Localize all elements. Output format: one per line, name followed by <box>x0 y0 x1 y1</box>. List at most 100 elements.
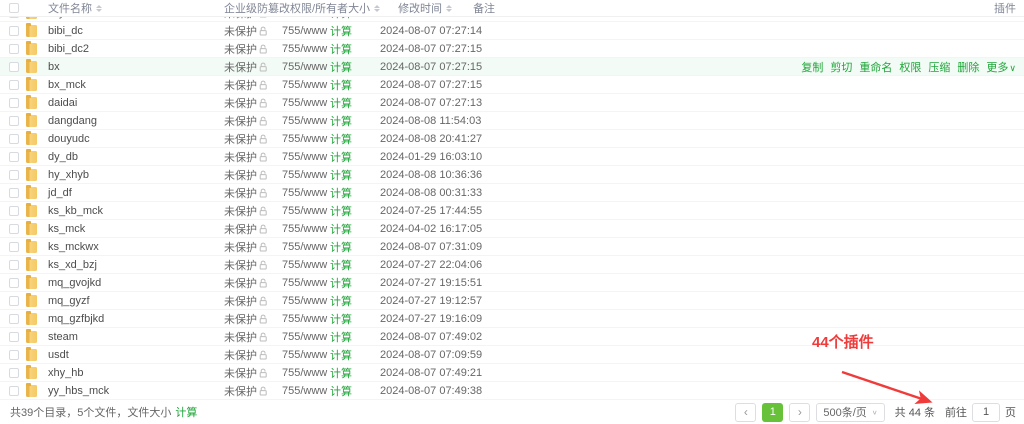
table-row[interactable]: ks_mck 未保护 755/www 计算 2024-04-02 16:17:0… <box>0 220 1024 238</box>
file-name[interactable]: steam <box>48 330 78 343</box>
file-name[interactable]: dy_db <box>48 150 78 163</box>
row-checkbox[interactable] <box>9 97 19 108</box>
file-name[interactable]: daidai <box>48 96 78 109</box>
calc-size-link[interactable]: 计算 <box>330 43 352 56</box>
file-name[interactable]: dangdang <box>48 114 97 127</box>
file-name[interactable]: bx <box>48 60 60 73</box>
calc-size-link[interactable]: 计算 <box>330 385 352 398</box>
action-permission[interactable]: 权限 <box>899 61 922 74</box>
calc-size-link[interactable]: 计算 <box>330 313 352 326</box>
action-compress[interactable]: 压缩 <box>928 61 951 74</box>
row-checkbox[interactable] <box>9 367 19 378</box>
file-name[interactable]: usdt <box>48 348 69 361</box>
prev-page-button[interactable]: ‹ <box>735 402 757 422</box>
table-row[interactable]: jd_df 未保护 755/www 计算 2024-08-08 00:31:33… <box>0 184 1024 202</box>
tamper-status[interactable]: 未保护 <box>224 203 282 219</box>
row-checkbox[interactable] <box>9 61 19 72</box>
col-header-size[interactable]: 大小 <box>348 0 398 16</box>
action-cut[interactable]: 剪切 <box>830 61 853 74</box>
sort-icon[interactable] <box>96 4 102 12</box>
calc-size-link[interactable]: 计算 <box>330 115 352 128</box>
calc-size-link[interactable]: 计算 <box>330 205 352 218</box>
calc-size-link[interactable]: 计算 <box>330 133 352 146</box>
file-name[interactable]: jd_df <box>48 186 72 199</box>
file-name[interactable]: ks_xd_bzj <box>48 258 97 271</box>
table-row[interactable]: daidai 未保护 755/www 计算 2024-08-07 07:27:1… <box>0 94 1024 112</box>
calc-size-link[interactable]: 计算 <box>330 349 352 362</box>
tamper-status[interactable]: 未保护 <box>224 347 282 363</box>
row-checkbox[interactable] <box>9 43 19 54</box>
table-row[interactable]: ks_xd_bzj 未保护 755/www 计算 2024-07-27 22:0… <box>0 256 1024 274</box>
table-row[interactable]: bibi_dc 未保护 755/www 计算 2024-08-07 07:27:… <box>0 22 1024 40</box>
table-row[interactable]: bx_mck 未保护 755/www 计算 2024-08-07 07:27:1… <box>0 76 1024 94</box>
table-row[interactable]: yy_hbs_mck 未保护 755/www 计算 2024-08-07 07:… <box>0 382 1024 400</box>
row-checkbox[interactable] <box>9 151 19 162</box>
tamper-status[interactable]: 未保护 <box>224 131 282 147</box>
calc-size-link[interactable]: 计算 <box>330 277 352 290</box>
calc-size-link[interactable]: 计算 <box>330 331 352 344</box>
goto-page-input[interactable] <box>972 402 1000 422</box>
file-name[interactable]: ks_mck <box>48 222 86 235</box>
sort-icon[interactable] <box>446 4 453 12</box>
row-checkbox[interactable] <box>9 313 19 324</box>
calc-size-link[interactable]: 计算 <box>330 187 352 200</box>
tamper-status[interactable]: 未保护 <box>224 95 282 111</box>
row-checkbox[interactable] <box>9 385 19 396</box>
table-row[interactable]: dy_db 未保护 755/www 计算 2024-01-29 16:03:10… <box>0 148 1024 166</box>
tamper-status[interactable]: 未保护 <box>224 23 282 39</box>
calc-size-link[interactable]: 计算 <box>330 97 352 110</box>
action-rename[interactable]: 重命名 <box>859 61 893 74</box>
table-row[interactable]: mq_gzfbjkd 未保护 755/www 计算 2024-07-27 19:… <box>0 310 1024 328</box>
row-checkbox[interactable] <box>9 205 19 216</box>
file-name[interactable]: ks_mckwx <box>48 240 99 253</box>
table-row[interactable]: ks_mckwx 未保护 755/www 计算 2024-08-07 07:31… <box>0 238 1024 256</box>
row-checkbox[interactable] <box>9 241 19 252</box>
page-size-select[interactable]: 500条/页 ∨ <box>816 402 885 422</box>
tamper-status[interactable]: 未保护 <box>224 239 282 255</box>
table-row[interactable]: bibi_dc2 未保护 755/www 计算 2024-08-07 07:27… <box>0 40 1024 58</box>
calc-size-link[interactable]: 计算 <box>330 367 352 380</box>
row-checkbox[interactable] <box>9 295 19 306</box>
row-checkbox[interactable] <box>9 115 19 126</box>
row-checkbox[interactable] <box>9 259 19 270</box>
file-name[interactable]: mq_gyzf <box>48 294 90 307</box>
tamper-status[interactable]: 未保护 <box>224 257 282 273</box>
tamper-status[interactable]: 未保护 <box>224 221 282 237</box>
tamper-status[interactable]: 未保护 <box>224 77 282 93</box>
row-checkbox[interactable] <box>9 331 19 342</box>
calc-total-size-link[interactable]: 计算 <box>175 407 198 419</box>
row-checkbox[interactable] <box>9 25 19 36</box>
tamper-status[interactable]: 未保护 <box>224 329 282 345</box>
file-name[interactable]: yy_hbs_mck <box>48 384 110 397</box>
tamper-status[interactable]: 未保护 <box>224 59 282 75</box>
calc-size-link[interactable]: 计算 <box>330 259 352 272</box>
calc-size-link[interactable]: 计算 <box>330 61 352 74</box>
sort-icon[interactable] <box>374 4 381 12</box>
col-header-filename[interactable]: 文件名称 <box>48 0 224 16</box>
table-row[interactable]: steam 未保护 755/www 计算 2024-08-07 07:49:02… <box>0 328 1024 346</box>
table-row[interactable]: xhy_hb 未保护 755/www 计算 2024-08-07 07:49:2… <box>0 364 1024 382</box>
tamper-status[interactable]: 未保护 <box>224 383 282 399</box>
table-row[interactable]: douyudc 未保护 755/www 计算 2024-08-08 20:41:… <box>0 130 1024 148</box>
action-copy[interactable]: 复制 <box>801 61 824 74</box>
tamper-status[interactable]: 未保护 <box>224 293 282 309</box>
tamper-status[interactable]: 未保护 <box>224 185 282 201</box>
tamper-status[interactable]: 未保护 <box>224 167 282 183</box>
table-row[interactable]: bx 未保护 755/www 计算 2024-08-07 07:27:15 复制… <box>0 58 1024 76</box>
tamper-status[interactable]: 未保护 <box>224 149 282 165</box>
file-name[interactable]: ks_kb_mck <box>48 204 104 217</box>
tamper-status[interactable]: 未保护 <box>224 41 282 57</box>
file-name[interactable]: bx_mck <box>48 78 86 91</box>
col-header-mtime[interactable]: 修改时间 <box>398 0 473 16</box>
file-name[interactable]: bibi_dc2 <box>48 42 89 55</box>
table-row[interactable]: dangdang 未保护 755/www 计算 2024-08-08 11:54… <box>0 112 1024 130</box>
row-checkbox[interactable] <box>9 79 19 90</box>
table-row[interactable]: mq_gvojkd 未保护 755/www 计算 2024-07-27 19:1… <box>0 274 1024 292</box>
tamper-status[interactable]: 未保护 <box>224 275 282 291</box>
calc-size-link[interactable]: 计算 <box>330 169 352 182</box>
tamper-status[interactable]: 未保护 <box>224 365 282 381</box>
row-checkbox[interactable] <box>9 223 19 234</box>
calc-size-link[interactable]: 计算 <box>330 295 352 308</box>
file-name[interactable]: hy_xhyb <box>48 168 89 181</box>
table-row[interactable]: mq_gyzf 未保护 755/www 计算 2024-07-27 19:12:… <box>0 292 1024 310</box>
